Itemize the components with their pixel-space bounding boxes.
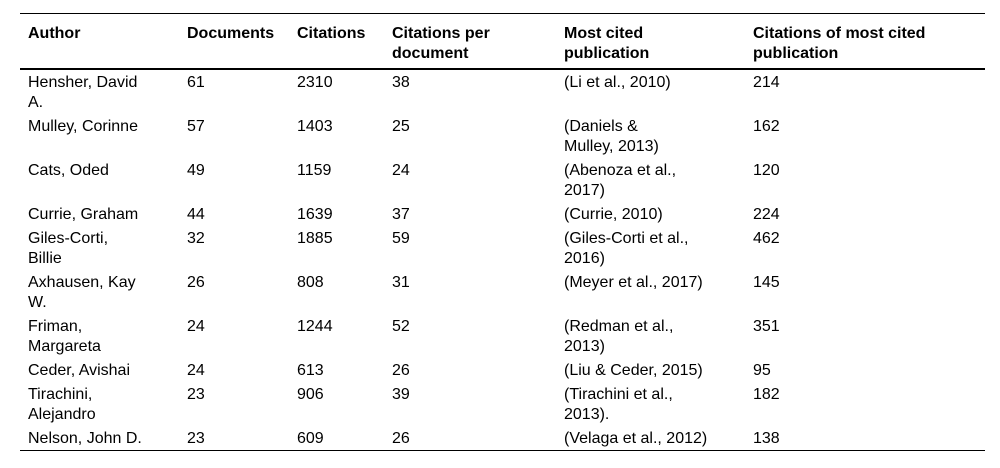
cell-author: Currie, Graham bbox=[28, 206, 139, 223]
table-row: Nelson, John D. 23 609 26 (Velaga et al.… bbox=[20, 426, 985, 451]
cell-documents: 32 bbox=[187, 230, 205, 247]
cell-documents: 44 bbox=[187, 206, 205, 223]
cell-citations-per-document: 25 bbox=[392, 118, 410, 135]
cell-most-cited-publication: (Liu & Ceder, 2015) bbox=[564, 362, 703, 379]
cell-documents: 26 bbox=[187, 274, 205, 291]
table-row: Friman, Margareta 24 1244 52 (Redman et … bbox=[20, 314, 985, 358]
column-header-citations-of-most-cited-publication: Citations of most cited publication bbox=[745, 13, 985, 70]
cell-author: Tirachini, Alejandro bbox=[28, 386, 96, 423]
cell-author: Axhausen, Kay W. bbox=[28, 274, 136, 311]
cell-citations: 1639 bbox=[297, 206, 333, 223]
cell-author: Hensher, David A. bbox=[28, 74, 138, 111]
table-header-row: Author Documents Citations Citations per… bbox=[20, 13, 985, 70]
cell-author: Cats, Oded bbox=[28, 162, 109, 179]
author-citations-table-container: Author Documents Citations Citations per… bbox=[20, 13, 985, 451]
cell-most-cited-publication: (Velaga et al., 2012) bbox=[564, 430, 708, 447]
cell-author: Nelson, John D. bbox=[28, 430, 142, 447]
cell-citations-per-document: 52 bbox=[392, 318, 410, 335]
cell-citations-per-document: 37 bbox=[392, 206, 410, 223]
cell-documents: 24 bbox=[187, 318, 205, 335]
cell-most-cited-publication: (Li et al., 2010) bbox=[564, 74, 671, 91]
cell-citations-of-most-cited-publication: 224 bbox=[753, 206, 780, 223]
cell-citations: 613 bbox=[297, 362, 324, 379]
cell-citations-per-document: 39 bbox=[392, 386, 410, 403]
cell-author: Friman, Margareta bbox=[28, 318, 101, 355]
cell-citations: 808 bbox=[297, 274, 324, 291]
cell-most-cited-publication: (Tirachini et al., 2013). bbox=[564, 386, 673, 423]
cell-citations: 2310 bbox=[297, 74, 333, 91]
table-row: Ceder, Avishai 24 613 26 (Liu & Ceder, 2… bbox=[20, 358, 985, 382]
cell-citations: 609 bbox=[297, 430, 324, 447]
cell-most-cited-publication: (Giles-Corti et al., 2016) bbox=[564, 230, 689, 267]
column-header-citations-per-document: Citations per document bbox=[384, 13, 556, 70]
cell-most-cited-publication: (Meyer et al., 2017) bbox=[564, 274, 703, 291]
table-row: Tirachini, Alejandro 23 906 39 (Tirachin… bbox=[20, 382, 985, 426]
table-row: Axhausen, Kay W. 26 808 31 (Meyer et al.… bbox=[20, 270, 985, 314]
cell-documents: 61 bbox=[187, 74, 205, 91]
cell-author: Mulley, Corinne bbox=[28, 118, 138, 135]
column-header-documents: Documents bbox=[179, 13, 289, 70]
table-row: Cats, Oded 49 1159 24 (Abenoza et al., 2… bbox=[20, 158, 985, 202]
cell-citations: 1403 bbox=[297, 118, 333, 135]
cell-most-cited-publication: (Redman et al., 2013) bbox=[564, 318, 674, 355]
table-row: Currie, Graham 44 1639 37 (Currie, 2010)… bbox=[20, 202, 985, 226]
cell-citations-of-most-cited-publication: 182 bbox=[753, 386, 780, 403]
cell-documents: 23 bbox=[187, 430, 205, 447]
cell-citations: 906 bbox=[297, 386, 324, 403]
cell-citations-per-document: 26 bbox=[392, 430, 410, 447]
cell-documents: 49 bbox=[187, 162, 205, 179]
cell-documents: 57 bbox=[187, 118, 205, 135]
cell-citations: 1885 bbox=[297, 230, 333, 247]
cell-citations-of-most-cited-publication: 145 bbox=[753, 274, 780, 291]
cell-most-cited-publication: (Abenoza et al., 2017) bbox=[564, 162, 677, 199]
cell-citations: 1244 bbox=[297, 318, 333, 335]
cell-citations-per-document: 26 bbox=[392, 362, 410, 379]
cell-most-cited-publication: (Currie, 2010) bbox=[564, 206, 663, 223]
cell-citations-of-most-cited-publication: 214 bbox=[753, 74, 780, 91]
cell-author: Ceder, Avishai bbox=[28, 362, 130, 379]
author-citations-table: Author Documents Citations Citations per… bbox=[20, 13, 985, 451]
cell-author: Giles-Corti, Billie bbox=[28, 230, 109, 267]
cell-citations-per-document: 24 bbox=[392, 162, 410, 179]
cell-citations-of-most-cited-publication: 351 bbox=[753, 318, 780, 335]
table-row: Giles-Corti, Billie 32 1885 59 (Giles-Co… bbox=[20, 226, 985, 270]
column-header-author: Author bbox=[20, 13, 179, 70]
table-row: Mulley, Corinne 57 1403 25 (Daniels & Mu… bbox=[20, 114, 985, 158]
cell-citations-of-most-cited-publication: 95 bbox=[753, 362, 771, 379]
cell-citations-of-most-cited-publication: 462 bbox=[753, 230, 780, 247]
column-header-citations: Citations bbox=[289, 13, 384, 70]
cell-most-cited-publication: (Daniels & Mulley, 2013) bbox=[564, 118, 659, 155]
cell-citations-per-document: 38 bbox=[392, 74, 410, 91]
cell-citations: 1159 bbox=[297, 162, 332, 179]
table-row: Hensher, David A. 61 2310 38 (Li et al.,… bbox=[20, 69, 985, 114]
cell-citations-per-document: 59 bbox=[392, 230, 410, 247]
cell-citations-of-most-cited-publication: 138 bbox=[753, 430, 780, 447]
cell-citations-per-document: 31 bbox=[392, 274, 410, 291]
cell-citations-of-most-cited-publication: 162 bbox=[753, 118, 780, 135]
cell-documents: 23 bbox=[187, 386, 205, 403]
column-header-most-cited-publication: Most cited publication bbox=[556, 13, 745, 70]
cell-citations-of-most-cited-publication: 120 bbox=[753, 162, 780, 179]
cell-documents: 24 bbox=[187, 362, 205, 379]
